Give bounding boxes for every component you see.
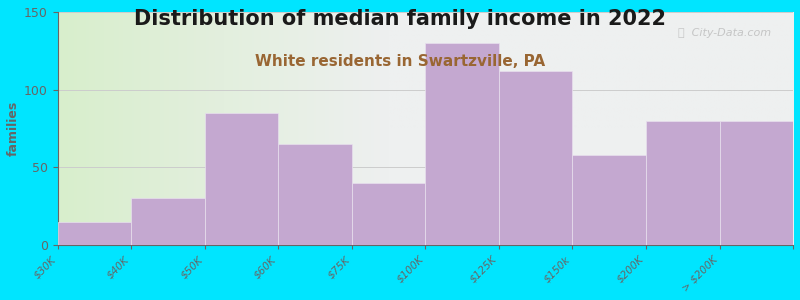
Bar <box>131 198 205 245</box>
Bar <box>719 121 793 245</box>
Bar <box>426 43 499 245</box>
Bar <box>352 183 426 245</box>
Text: Distribution of median family income in 2022: Distribution of median family income in … <box>134 9 666 29</box>
Y-axis label: families: families <box>7 101 20 156</box>
Bar <box>499 71 573 245</box>
Bar <box>646 121 719 245</box>
Bar <box>205 113 278 245</box>
Bar <box>573 155 646 245</box>
Text: ⓘ  City-Data.com: ⓘ City-Data.com <box>678 28 771 38</box>
Bar <box>278 144 352 245</box>
Text: White residents in Swartzville, PA: White residents in Swartzville, PA <box>255 54 545 69</box>
Bar <box>58 222 131 245</box>
